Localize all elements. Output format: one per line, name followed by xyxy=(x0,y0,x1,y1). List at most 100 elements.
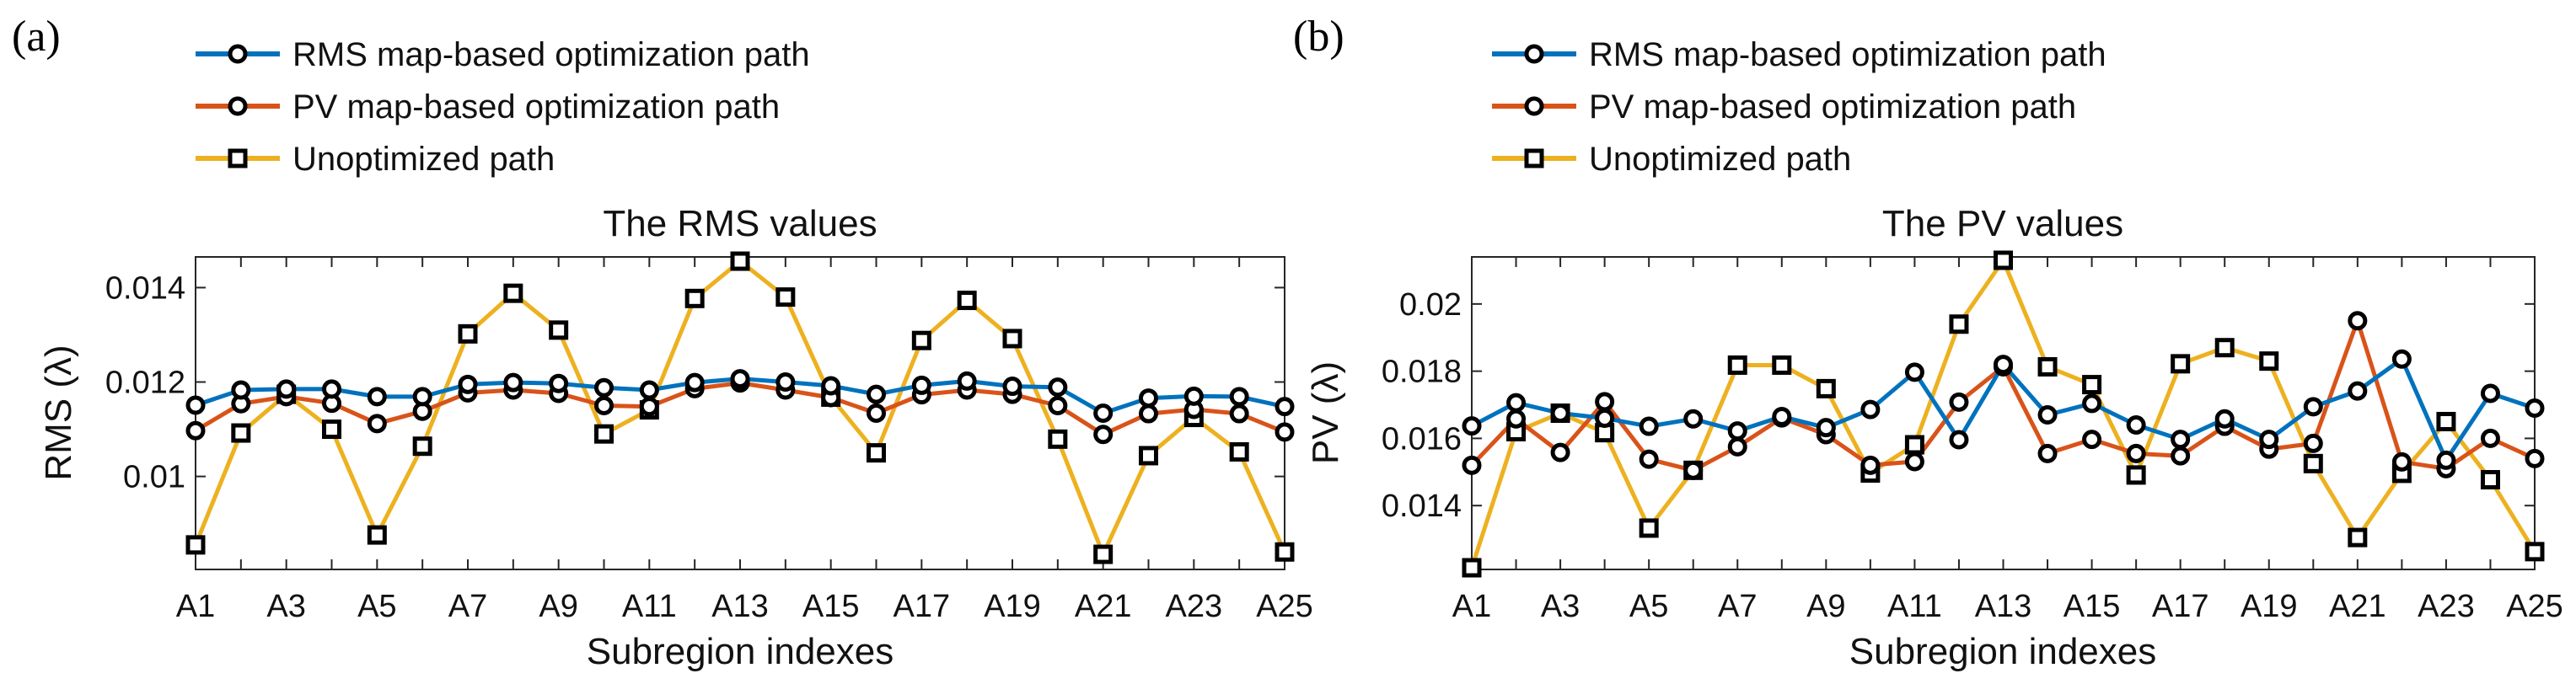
data-point xyxy=(1506,393,1527,413)
x-tick-label: A15 xyxy=(2063,589,2121,624)
legend-marker xyxy=(1524,148,1544,168)
x-tick-label: A7 xyxy=(1718,589,1757,624)
data-point xyxy=(1048,396,1068,416)
data-point xyxy=(639,380,659,400)
x-tick-label: A19 xyxy=(2241,589,2298,624)
legend-marker xyxy=(228,96,248,116)
data-point xyxy=(1048,429,1068,449)
data-point xyxy=(1275,397,1295,417)
y-tick-label: 0.016 xyxy=(1382,421,1462,457)
x-tick-label: A13 xyxy=(711,589,769,624)
x-tick-label: A25 xyxy=(1256,589,1313,624)
data-point xyxy=(1816,418,1836,438)
x-axis-label: Subregion indexes xyxy=(1849,631,2156,672)
data-point xyxy=(684,372,705,393)
legend-label: Unoptimized path xyxy=(1589,141,1851,178)
data-point xyxy=(594,396,614,416)
data-point xyxy=(1229,403,1249,424)
data-point xyxy=(2171,430,2191,450)
data-point xyxy=(367,387,387,407)
data-point xyxy=(911,330,931,350)
data-point xyxy=(821,376,841,396)
data-point xyxy=(549,373,569,393)
data-point xyxy=(367,414,387,434)
data-point xyxy=(1595,392,1615,412)
data-point xyxy=(2214,338,2235,358)
x-tick-label: A25 xyxy=(2506,589,2563,624)
data-point xyxy=(2303,397,2323,417)
data-point xyxy=(1904,435,1924,455)
x-tick-label: A11 xyxy=(1887,589,1942,624)
data-point xyxy=(1860,455,1881,475)
data-point xyxy=(1860,399,1881,419)
data-point xyxy=(730,369,750,389)
data-point xyxy=(594,377,614,398)
data-point xyxy=(2436,411,2456,431)
data-point xyxy=(503,283,523,303)
data-point xyxy=(1727,421,1747,441)
data-point xyxy=(2391,349,2412,369)
data-point xyxy=(322,379,341,399)
data-point xyxy=(549,320,569,340)
data-point xyxy=(185,535,206,555)
x-tick-label: A17 xyxy=(2152,589,2209,624)
x-tick-label: A1 xyxy=(176,589,215,624)
data-point xyxy=(2525,448,2545,468)
data-point xyxy=(2214,409,2235,429)
data-point xyxy=(1949,392,1969,412)
data-point xyxy=(2126,443,2146,463)
data-point xyxy=(1639,518,1659,538)
data-point xyxy=(185,420,206,441)
data-point xyxy=(1093,403,1114,423)
y-tick-label: 0.012 xyxy=(105,366,185,401)
data-point xyxy=(1275,422,1295,442)
data-point xyxy=(2126,465,2146,485)
data-point xyxy=(185,395,206,415)
legend-label: RMS map-based optimization path xyxy=(1589,36,2106,73)
x-tick-label: A15 xyxy=(802,589,860,624)
y-axis-label: RMS (λ) xyxy=(38,345,79,480)
data-point xyxy=(1772,406,1792,426)
x-tick-label: A5 xyxy=(357,589,396,624)
data-point xyxy=(1002,377,1022,397)
x-tick-label: A21 xyxy=(1075,589,1132,624)
plot-box xyxy=(1471,256,2536,570)
x-tick-label: A9 xyxy=(1806,589,1845,624)
x-tick-label: A9 xyxy=(539,589,577,624)
data-point xyxy=(594,424,614,444)
data-point xyxy=(775,287,796,307)
y-tick-label: 0.018 xyxy=(1382,355,1462,390)
x-tick-label: A5 xyxy=(1629,589,1668,624)
x-tick-label: A23 xyxy=(2418,589,2475,624)
legend-marker xyxy=(228,44,248,64)
y-tick-label: 0.01 xyxy=(123,460,185,495)
legend-marker xyxy=(1524,44,1544,64)
data-point xyxy=(730,251,750,271)
y-tick-label: 0.02 xyxy=(1399,287,1462,323)
data-point xyxy=(1462,558,1482,578)
legend-label: PV map-based optimization path xyxy=(1589,88,2076,126)
data-point xyxy=(639,397,659,417)
data-point xyxy=(957,291,977,311)
data-point xyxy=(2082,393,2102,414)
x-tick-label: A1 xyxy=(1452,589,1491,624)
legend-marker xyxy=(228,148,248,168)
data-point xyxy=(1639,416,1659,436)
data-point xyxy=(2259,351,2279,371)
data-point xyxy=(1595,408,1615,428)
data-point xyxy=(1994,355,2013,375)
data-point xyxy=(276,379,297,399)
data-point xyxy=(412,387,432,407)
data-point xyxy=(1093,544,1114,564)
data-point xyxy=(1949,314,1969,334)
data-point xyxy=(2171,354,2191,374)
data-point xyxy=(2126,414,2146,435)
data-point xyxy=(1727,436,1747,457)
data-point xyxy=(2037,443,2058,463)
data-point xyxy=(2348,311,2368,331)
data-point xyxy=(1139,388,1158,409)
data-point xyxy=(1772,355,1792,375)
data-point xyxy=(1462,455,1482,475)
panel-label: (b) xyxy=(1293,13,1344,61)
